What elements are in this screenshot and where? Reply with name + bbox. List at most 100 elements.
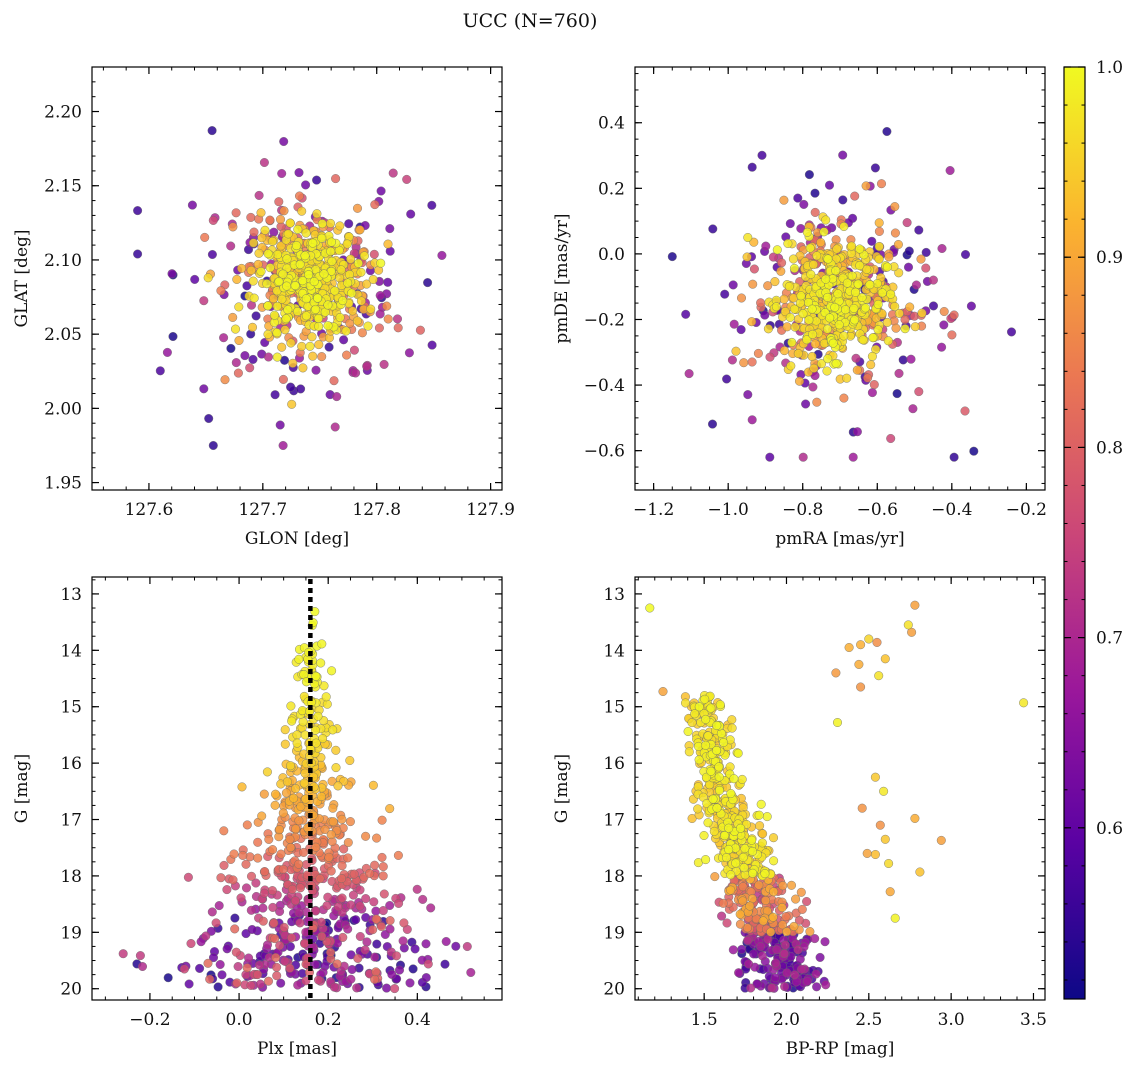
- scatter-point: [828, 338, 838, 348]
- scatter-point: [885, 887, 895, 897]
- x-tick-label: 127.9: [466, 500, 515, 520]
- scatter-point: [812, 251, 822, 261]
- scatter-point: [385, 224, 395, 234]
- scatter-point: [743, 936, 753, 946]
- scatter-point: [304, 270, 314, 280]
- scatter-point: [378, 871, 388, 881]
- x-tick-label: −0.2: [129, 1010, 170, 1030]
- scatter-point: [904, 262, 914, 272]
- y-tick-label: 0.0: [598, 245, 625, 265]
- scatter-point: [825, 180, 835, 190]
- scatter-point: [332, 392, 342, 402]
- scatter-point: [264, 976, 274, 986]
- scatter-point: [758, 829, 768, 839]
- scatter-point: [372, 939, 382, 949]
- scatter-point: [738, 896, 748, 906]
- scatter-point: [727, 715, 737, 725]
- scatter-point: [242, 963, 252, 973]
- scatter-point: [267, 886, 277, 896]
- scatter-point: [270, 390, 280, 400]
- scatter-point: [291, 824, 301, 834]
- scatter-point: [343, 924, 353, 934]
- scatter-point: [684, 747, 694, 757]
- scatter-point: [735, 909, 745, 919]
- scatter-point: [232, 978, 242, 988]
- scatter-point: [399, 918, 409, 928]
- scatter-point: [229, 849, 239, 859]
- scatter-point: [811, 316, 821, 326]
- scatter-point: [272, 971, 282, 981]
- y-tick-label: −0.2: [584, 310, 625, 330]
- scatter-point: [341, 326, 351, 336]
- scatter-point: [219, 860, 229, 870]
- scatter-point: [947, 330, 957, 340]
- scatter-point: [872, 637, 882, 647]
- scatter-point: [230, 924, 240, 934]
- scatter-point: [847, 241, 857, 251]
- scatter-point: [200, 232, 210, 242]
- scatter-point: [862, 848, 872, 858]
- scatter-point: [753, 348, 763, 358]
- scatter-point: [756, 799, 766, 809]
- scatter-point: [247, 925, 257, 935]
- scatter-point: [802, 897, 812, 907]
- scatter-point: [326, 947, 336, 957]
- scatter-point: [311, 671, 321, 681]
- scatter-point: [839, 393, 849, 403]
- scatter-point: [714, 772, 724, 782]
- scatter-point: [264, 834, 274, 844]
- scatter-point: [292, 738, 302, 748]
- scatter-point: [281, 788, 291, 798]
- scatter-point: [353, 203, 363, 213]
- scatter-point: [720, 289, 730, 299]
- scatter-point: [939, 320, 949, 330]
- scatter-point: [693, 804, 703, 814]
- scatter-point: [167, 269, 177, 279]
- scatter-point: [254, 248, 264, 258]
- scatter-point: [441, 937, 451, 947]
- scatter-point: [314, 321, 324, 331]
- scatter-point: [819, 227, 829, 237]
- scatter-point: [394, 898, 404, 908]
- scatter-point: [749, 264, 759, 274]
- scatter-point: [821, 215, 831, 225]
- scatter-point: [300, 939, 310, 949]
- scatter-point: [279, 206, 289, 216]
- scatter-point: [868, 333, 878, 343]
- scatter-point: [393, 850, 403, 860]
- scatter-point: [329, 376, 339, 386]
- scatter-point: [745, 901, 755, 911]
- scatter-point: [714, 762, 724, 772]
- scatter-point: [746, 983, 756, 993]
- scatter-point: [787, 337, 797, 347]
- scatter-point: [228, 312, 238, 322]
- scatter-point: [311, 365, 321, 375]
- scatter-point: [875, 820, 885, 830]
- scatter-point: [761, 241, 771, 251]
- scatter-point: [808, 382, 818, 392]
- scatter-point: [356, 296, 366, 306]
- scatter-point: [295, 918, 305, 928]
- scatter-point: [357, 328, 367, 338]
- scatter-point: [240, 351, 250, 361]
- scatter-point: [709, 826, 719, 836]
- scatter-point: [328, 803, 338, 813]
- scatter-point: [231, 947, 241, 957]
- scatter-point: [233, 962, 243, 972]
- scatter-point: [914, 225, 924, 235]
- scatter-point: [856, 682, 866, 692]
- scatter-point: [749, 949, 759, 959]
- scatter-point: [797, 964, 807, 974]
- scatter-point: [757, 150, 767, 160]
- scatter-point: [326, 218, 336, 228]
- scatter-point: [347, 965, 357, 975]
- scatter-point: [782, 322, 792, 332]
- scatter-point: [370, 952, 380, 962]
- scatter-point: [851, 353, 861, 363]
- scatter-point: [728, 945, 738, 955]
- scatter-point: [937, 243, 947, 253]
- scatter-point: [789, 921, 799, 931]
- scatter-point: [317, 639, 327, 649]
- y-tick-label: 0.4: [598, 114, 625, 134]
- x-tick-label: −0.6: [857, 500, 898, 520]
